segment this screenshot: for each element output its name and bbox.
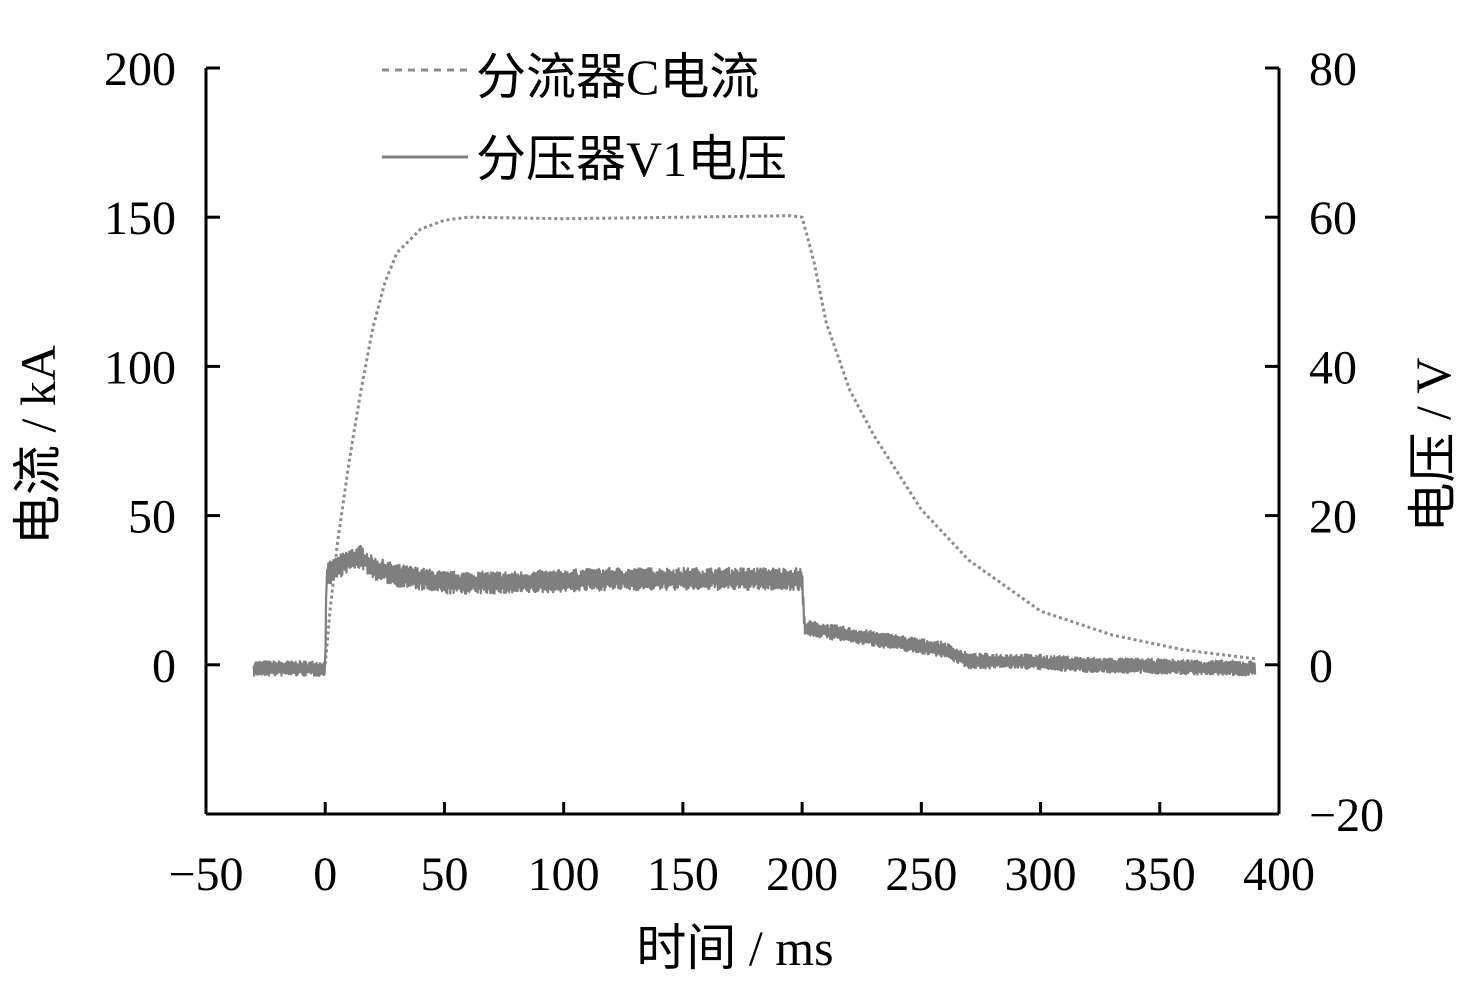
x-tick-label: 0 (313, 848, 337, 901)
x-tick-label: 150 (647, 848, 719, 901)
x-tick-label: 100 (528, 848, 600, 901)
x-tick-label: 250 (885, 848, 957, 901)
x-tick-label: 400 (1243, 848, 1315, 901)
series-line-voltage (252, 544, 1257, 677)
left-y-tick-label: 150 (104, 192, 176, 245)
left-y-tick-label: 0 (152, 640, 176, 693)
x-axis-title: 时间 / ms (636, 920, 833, 976)
right-y-tick-label: 80 (1309, 43, 1357, 96)
legend-label-current: 分流器C电流 (476, 49, 759, 105)
right-y-tick-label: 60 (1309, 192, 1357, 245)
x-axis-ticks: −50 0 50 100 150 200 250 300 350 400 (168, 802, 1315, 901)
legend: 分流器C电流 分压器V1电压 (382, 49, 787, 187)
x-tick-label: 200 (766, 848, 838, 901)
right-y-tick-label: −20 (1309, 789, 1384, 842)
x-tick-label: 300 (1005, 848, 1077, 901)
right-y-tick-label: 0 (1309, 640, 1333, 693)
right-y-tick-label: 40 (1309, 341, 1357, 394)
legend-label-voltage: 分压器V1电压 (476, 131, 787, 187)
left-y-tick-label: 50 (128, 491, 176, 544)
x-tick-label: −50 (168, 848, 243, 901)
left-y-axis-title: 电流 / kA (10, 345, 66, 545)
left-y-tick-label: 200 (104, 43, 176, 96)
left-y-tick-label: 100 (104, 341, 176, 394)
x-tick-label: 350 (1124, 848, 1196, 901)
series-line-current (253, 214, 1256, 667)
x-tick-label: 50 (420, 848, 468, 901)
right-y-axis-ticks: −20 0 20 40 60 80 (1265, 43, 1384, 842)
right-y-tick-label: 20 (1309, 491, 1357, 544)
left-y-axis-ticks: 0 50 100 150 200 (104, 43, 220, 693)
right-y-axis-title: 电压 / V (1405, 358, 1461, 533)
